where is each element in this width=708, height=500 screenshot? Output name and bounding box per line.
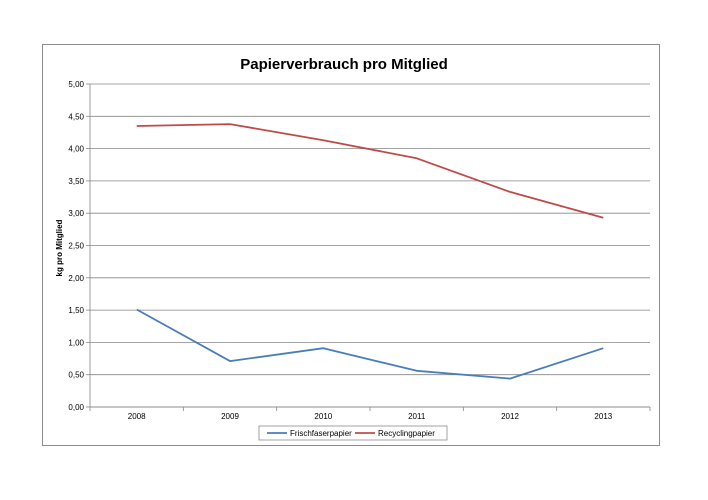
x-tick-label: 2011 xyxy=(408,412,426,421)
y-tick-label: 1,50 xyxy=(68,306,84,315)
y-axis-label: kg pro Mitglied xyxy=(55,219,64,276)
y-tick-label: 4,50 xyxy=(68,112,84,121)
line-chart: Papierverbrauch pro Mitglied kg pro Mitg… xyxy=(55,56,651,441)
axes: 0,00 0,50 1,00 1,50 2,00 2,50 3,00 3,50 4,00 4,50… xyxy=(68,80,651,421)
series-lines xyxy=(136,123,604,380)
chart-area: Papierverbrauch pro Mitglied kg pro Mitg… xyxy=(42,44,660,446)
x-tick-label: 2010 xyxy=(314,412,332,421)
y-tick-label: 3,50 xyxy=(68,177,84,186)
legend-box xyxy=(258,425,448,441)
series-line-frischfaserpapier xyxy=(136,308,604,380)
legend-label: Recyclingpapier xyxy=(378,429,435,438)
x-tick-label: 2013 xyxy=(594,412,612,421)
y-tick-label: 3,00 xyxy=(68,209,84,218)
gridlines xyxy=(90,83,650,408)
x-tick-label: 2012 xyxy=(501,412,519,421)
chart-title: Papierverbrauch pro Mitglied xyxy=(240,56,448,73)
legend-label: Frischfaserpapier xyxy=(290,429,352,438)
y-tick-label: 2,00 xyxy=(68,274,84,283)
y-tick-label: 2,50 xyxy=(68,242,84,251)
x-tick-label: 2009 xyxy=(221,412,239,421)
legend: Frischfaserpapier Recyclingpapier xyxy=(258,425,448,441)
x-tick-label: 2008 xyxy=(128,412,146,421)
y-tick-label: 0,00 xyxy=(68,403,84,412)
series-line-recyclingpapier xyxy=(136,123,604,219)
y-tick-label: 4,00 xyxy=(68,145,84,154)
y-tick-label: 1,00 xyxy=(68,338,84,347)
y-tick-label: 5,00 xyxy=(68,80,84,89)
y-tick-label: 0,50 xyxy=(68,371,84,380)
